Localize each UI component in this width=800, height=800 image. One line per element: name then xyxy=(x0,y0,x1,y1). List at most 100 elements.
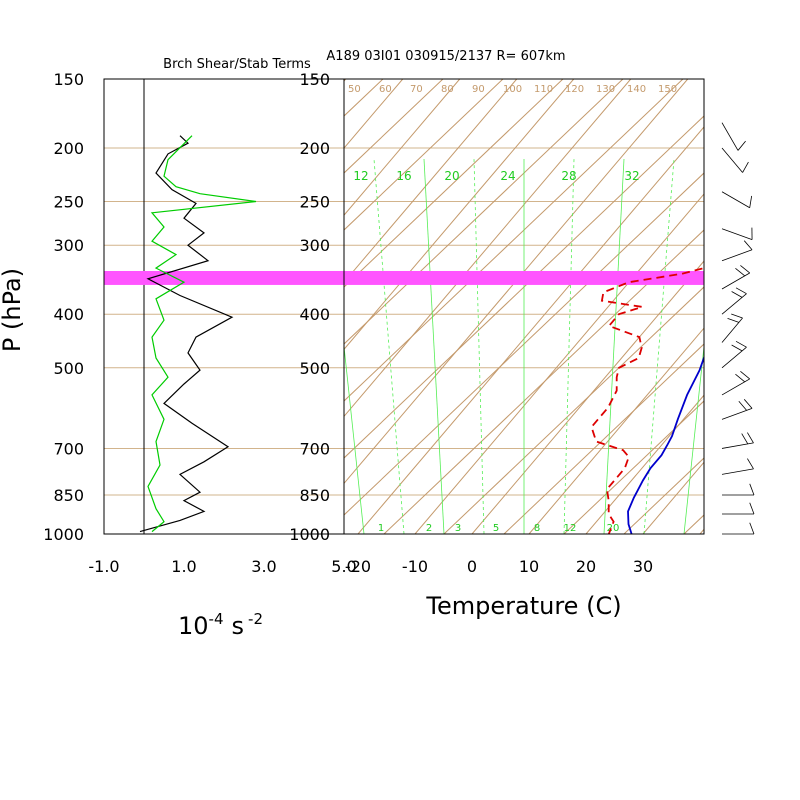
wind-barb-feather xyxy=(731,291,743,298)
highlight-band-rect xyxy=(104,270,704,285)
mixing-ratio-line xyxy=(423,158,445,534)
right-pressure-tick-label: 200 xyxy=(299,139,330,158)
right-pressure-tick-label: 700 xyxy=(299,439,330,458)
mixing-ratio-label: 12 xyxy=(353,169,368,183)
wind-barb-feather xyxy=(735,287,747,295)
right-pressure-tick-label: 850 xyxy=(299,486,330,505)
mixing-ratio-label: 28 xyxy=(561,169,576,183)
dry-adiabat-line xyxy=(744,0,800,534)
isotherm-line xyxy=(344,79,689,485)
wind-barb-shaft xyxy=(721,317,743,343)
right-x-tick-label: 10 xyxy=(519,557,539,576)
right-pressure-tick-label: 300 xyxy=(299,236,330,255)
dry-adiabat-line xyxy=(0,0,44,534)
dry-adiabat-label: 100 xyxy=(503,84,522,95)
dry-adiabat-label: 140 xyxy=(627,84,646,95)
mixing-ratio-label: 20 xyxy=(607,523,620,534)
wind-barb-feather xyxy=(749,522,755,535)
isotherm-line xyxy=(0,79,175,534)
right-x-tick-label: -10 xyxy=(402,557,428,576)
isotherm-line xyxy=(344,79,575,351)
dry-adiabat-line xyxy=(0,0,104,534)
wind-barb-feather xyxy=(742,161,749,173)
isotherm-line xyxy=(699,528,704,534)
pressure-tick-labels: 150 150 200 200 250 250 300 300 400 400 500 500 700 7… xyxy=(43,70,330,544)
isotherm-line xyxy=(471,260,704,534)
left-pressure-tick-label: 200 xyxy=(53,139,84,158)
wind-barb-feather xyxy=(749,483,755,496)
mixing-ratio-label: 8 xyxy=(534,523,540,534)
green-profile-line xyxy=(147,135,257,533)
dry-adiabat-line xyxy=(344,79,684,402)
wind-barbs xyxy=(721,122,755,535)
wind-barb-feather xyxy=(735,267,745,277)
wind-barb-shaft xyxy=(721,249,753,262)
right-x-tick-label: 0 xyxy=(467,557,477,576)
wind-barb-shaft xyxy=(721,191,750,209)
left-x-axis-label: 10-4 s -2 xyxy=(178,610,263,640)
mixing-ratio-label: 2 xyxy=(426,523,432,534)
wind-barb-feather xyxy=(743,399,753,409)
dry-adiabat-label: 120 xyxy=(565,84,584,95)
isotherm-line xyxy=(528,327,704,534)
wind-barb-shaft xyxy=(721,293,747,315)
wind-barb-feather xyxy=(743,240,753,251)
wind-barb-feather xyxy=(740,371,750,380)
wind-barb-shaft xyxy=(721,442,754,449)
dry-adiabat-line xyxy=(383,229,704,534)
isotherm-line xyxy=(414,193,704,534)
mixing-ratio-label: 5 xyxy=(493,523,499,534)
wind-barb-feather xyxy=(747,432,754,444)
axes-frame xyxy=(103,78,705,535)
isotherm-line xyxy=(357,126,704,534)
dry-adiabat-line xyxy=(344,79,624,345)
mixing-ratio-line xyxy=(344,342,365,534)
xlabel-base: 10 xyxy=(178,612,209,640)
right-panel-frame xyxy=(343,78,705,535)
left-pressure-tick-label: 500 xyxy=(53,359,84,378)
sounding-series xyxy=(590,267,704,534)
dry-adiabat-line xyxy=(443,286,704,534)
isotherm-line xyxy=(344,79,632,418)
wind-barb-shaft xyxy=(721,272,750,290)
dry-adiabat-label: 80 xyxy=(441,84,454,95)
right-pressure-tick-label: 500 xyxy=(299,359,330,378)
isotherm-line xyxy=(344,79,461,216)
dry-adiabat-line xyxy=(0,0,224,534)
left-x-tick-label: 5.0 xyxy=(331,557,356,576)
mixing-ratio-label: 32 xyxy=(624,169,639,183)
dry-adiabat-line xyxy=(503,343,704,534)
dry-adiabat-line xyxy=(344,115,704,459)
wind-barb-feather xyxy=(735,340,747,348)
wind-barb-shaft xyxy=(721,408,753,420)
dry-adiabat-label: 110 xyxy=(534,84,553,95)
highlight-band xyxy=(104,270,704,285)
dry-adiabat-label: 70 xyxy=(410,84,423,95)
mixing-ratio-line xyxy=(373,158,405,534)
mixing-ratio-line xyxy=(563,158,575,534)
left-x-tick-label: -1.0 xyxy=(88,557,119,576)
dry-adiabat-label: 150 xyxy=(658,84,677,95)
wind-barb-feather xyxy=(749,195,753,208)
dry-adiabat-line xyxy=(563,400,704,534)
wind-barb-shaft xyxy=(721,468,754,475)
dry-adiabat-label: 50 xyxy=(348,84,361,95)
left-panel-title: Brch Shear/Stab Terms xyxy=(163,57,311,72)
wind-barb-feather xyxy=(727,318,739,323)
isotherm-line xyxy=(642,461,704,534)
right-panel-title: A189 03I01 030915/2137 R= 607km xyxy=(326,49,565,64)
dry-adiabat-label: 90 xyxy=(472,84,485,95)
wind-barb-shaft xyxy=(721,122,739,151)
wind-barb-feather xyxy=(749,502,755,515)
dry-adiabat-line xyxy=(344,79,504,231)
right-x-tick-label: 30 xyxy=(633,557,653,576)
dry-adiabat-line xyxy=(344,79,444,174)
black-profile-line xyxy=(139,135,234,533)
right-x-axis-label: Temperature (C) xyxy=(425,592,621,620)
left-pressure-tick-label: 150 xyxy=(53,70,84,89)
mixing-ratio-label: 24 xyxy=(500,169,515,183)
mixing-ratio-label: 3 xyxy=(455,523,461,534)
left-panel-series xyxy=(139,135,257,533)
